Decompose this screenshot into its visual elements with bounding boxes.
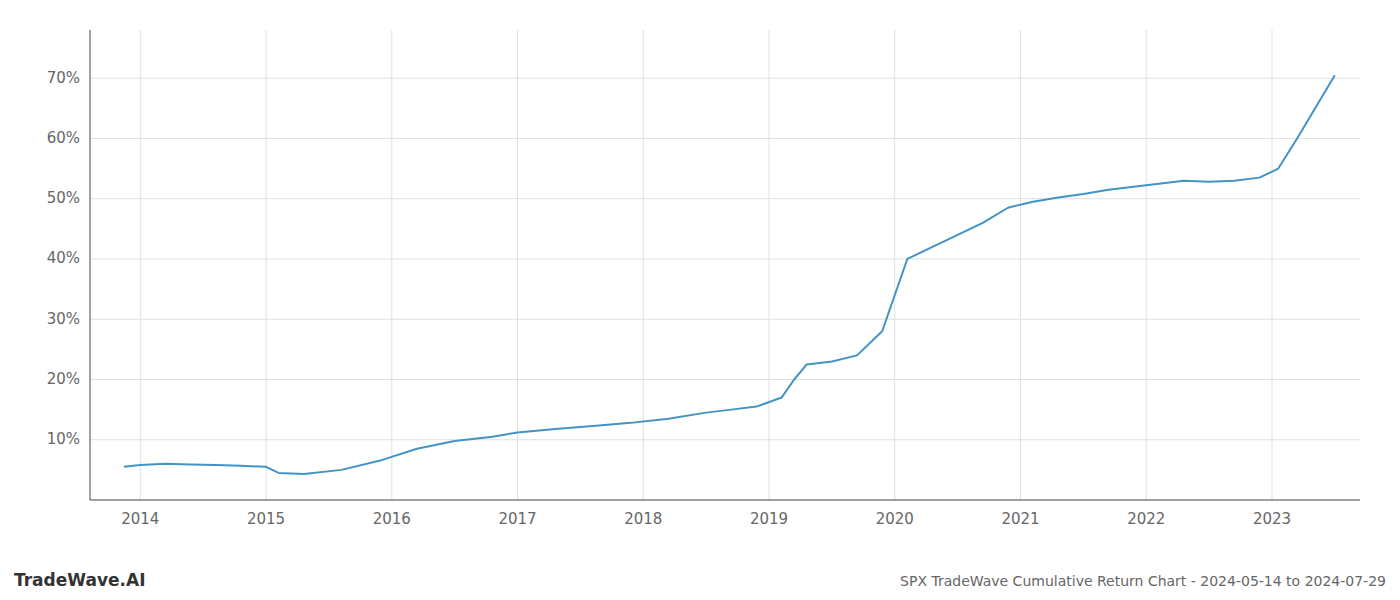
y-grid-line	[90, 138, 1360, 139]
x-tick-label: 2018	[624, 510, 662, 528]
y-tick-label: 40%	[47, 249, 80, 267]
y-tick-label: 20%	[47, 370, 80, 388]
x-grid-line	[517, 30, 518, 500]
grid	[90, 30, 1360, 500]
x-grid-line	[894, 30, 895, 500]
x-grid-line	[1271, 30, 1272, 500]
y-tick-label: 30%	[47, 310, 80, 328]
y-grid-line	[90, 379, 1360, 380]
x-grid-line	[1146, 30, 1147, 500]
x-tick-label: 2019	[750, 510, 788, 528]
y-grid-line	[90, 439, 1360, 440]
x-tick-label: 2023	[1253, 510, 1291, 528]
return-line	[124, 75, 1335, 474]
x-grid-line	[643, 30, 644, 500]
y-grid-line	[90, 78, 1360, 79]
x-tick-label: 2022	[1127, 510, 1165, 528]
x-tick-label: 2021	[1001, 510, 1039, 528]
x-tick-label: 2020	[876, 510, 914, 528]
y-tick-label: 50%	[47, 189, 80, 207]
y-grid-line	[90, 319, 1360, 320]
chart: 10% 20% 30% 40% 50% 60% 70% 2014 2015 2016 2017 201…	[0, 0, 1400, 600]
x-tick-label: 2016	[373, 510, 411, 528]
y-tick-label: 70%	[47, 69, 80, 87]
x-grid-line	[769, 30, 770, 500]
x-grid-line	[140, 30, 141, 500]
y-grid-line	[90, 198, 1360, 199]
y-tick-label: 60%	[47, 129, 80, 147]
x-grid-line	[1020, 30, 1021, 500]
y-axis-line	[90, 30, 91, 500]
x-tick-label: 2014	[121, 510, 159, 528]
watermark: TradeWave.AI	[14, 570, 145, 590]
x-grid-line	[391, 30, 392, 500]
title: SPX TradeWave Cumulative Return Chart - …	[900, 573, 1386, 589]
x-tick-label: 2015	[247, 510, 285, 528]
x-axis-line	[90, 500, 1360, 501]
x-grid-line	[266, 30, 267, 500]
x-tick-label: 2017	[498, 510, 536, 528]
y-tick-label: 10%	[47, 430, 80, 448]
plot-area	[124, 75, 1335, 474]
tick-labels: 10% 20% 30% 40% 50% 60% 70% 2014 2015 2016 2017 201…	[47, 69, 1291, 528]
y-grid-line	[90, 258, 1360, 259]
